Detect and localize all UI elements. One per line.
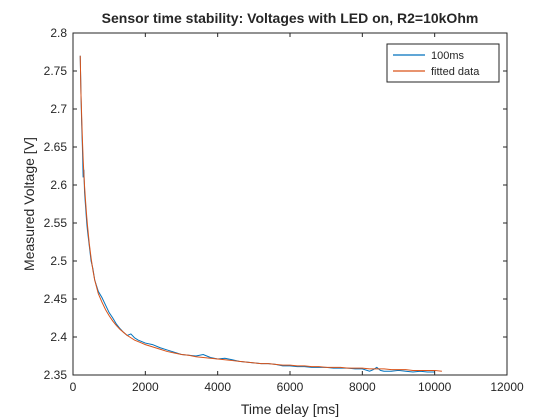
legend-label: 100ms — [431, 50, 465, 62]
x-tick-label: 12000 — [490, 380, 524, 394]
y-tick-label: 2.65 — [44, 140, 68, 154]
x-tick-label: 2000 — [132, 380, 159, 394]
y-tick-label: 2.5 — [50, 254, 67, 268]
legend-label: fitted data — [431, 66, 480, 78]
y-tick-label: 2.4 — [50, 330, 67, 344]
x-tick-label: 4000 — [204, 380, 231, 394]
x-axis-label: Time delay [ms] — [241, 401, 339, 417]
x-tick-label: 10000 — [418, 380, 452, 394]
legend: 100ms fitted data — [387, 44, 499, 82]
y-tick-label: 2.7 — [50, 102, 67, 116]
y-tick-label: 2.55 — [44, 216, 68, 230]
y-axis-label: Measured Voltage [V] — [21, 137, 37, 271]
chart-title: Sensor time stability: Voltages with LED… — [102, 10, 479, 26]
y-tick-label: 2.75 — [44, 64, 68, 78]
y-tick-label: 2.35 — [44, 368, 68, 382]
x-tick-label: 6000 — [277, 380, 304, 394]
x-tick-label: 0 — [70, 380, 77, 394]
plot-area — [73, 33, 507, 375]
y-tick-label: 2.6 — [50, 178, 67, 192]
y-tick-label: 2.8 — [50, 26, 67, 40]
y-tick-label: 2.45 — [44, 292, 68, 306]
x-tick-label: 8000 — [349, 380, 376, 394]
